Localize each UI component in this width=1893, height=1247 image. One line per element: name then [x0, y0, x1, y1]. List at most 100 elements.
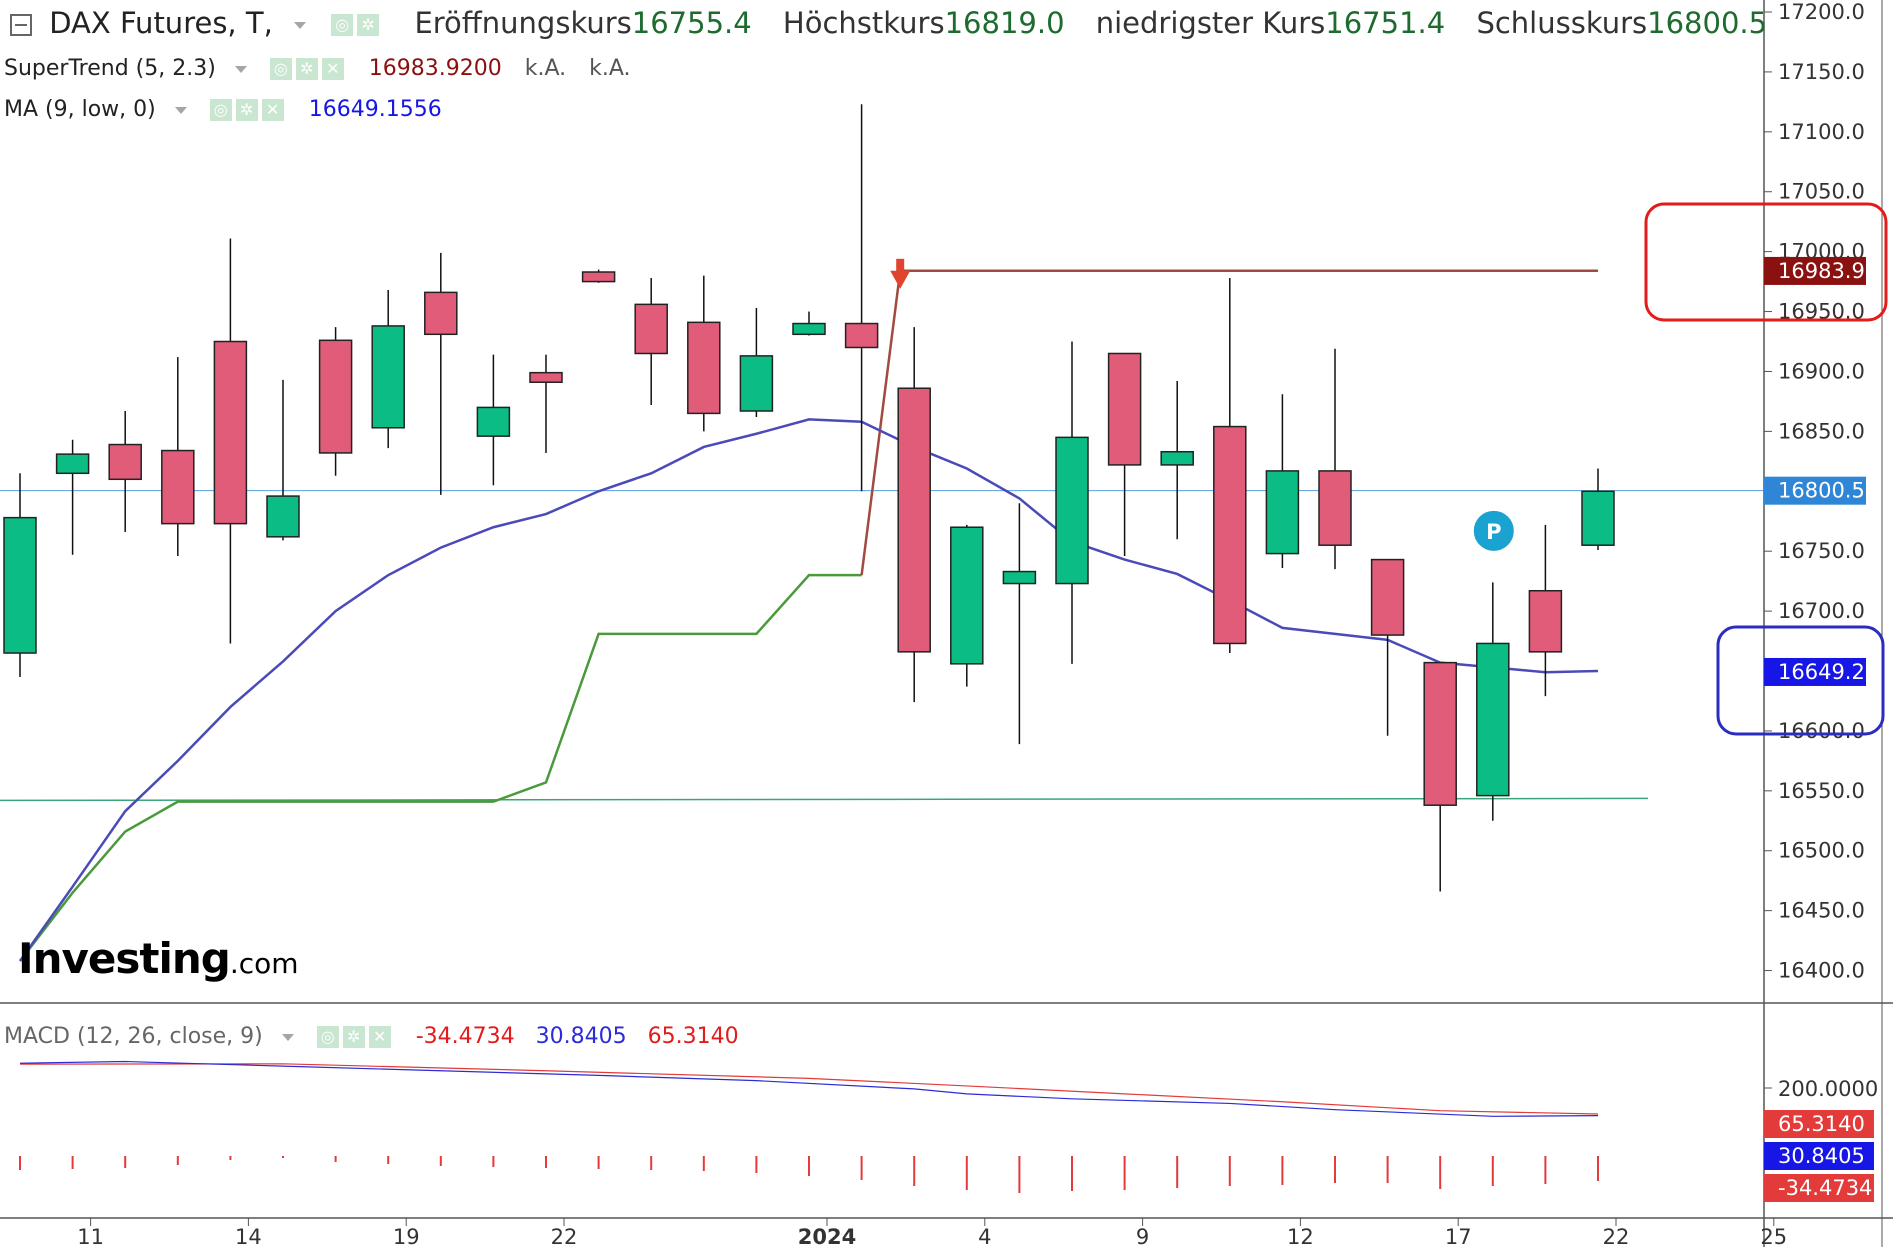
candle-bullish [1265, 470, 1300, 555]
price-tick-label: 16850.0 [1778, 419, 1865, 443]
candle-bearish [581, 271, 616, 283]
price-tag-label: 16649.2 [1778, 660, 1865, 684]
chevron-down-icon[interactable] [281, 1033, 294, 1041]
chevron-down-icon[interactable] [174, 106, 187, 114]
candle-bearish [1528, 589, 1563, 653]
date-tick-label: 12 [1287, 1225, 1314, 1247]
macd-tag-label: -34.4734 [1778, 1176, 1872, 1200]
ma-legend: MA (9, low, 0) ◎ ✲ ✕ 16649.1556 [4, 97, 442, 122]
candle-bearish [318, 339, 353, 454]
candle-bullish [55, 453, 90, 475]
candles [3, 104, 1615, 892]
close-label: Schlusskurs [1476, 6, 1648, 40]
price-tick-label: 16400.0 [1778, 959, 1865, 983]
gear-icon[interactable]: ✲ [295, 58, 318, 80]
open-value: 16755.4 [631, 6, 752, 40]
macd-line-value: 30.8405 [535, 1024, 627, 1049]
candle-bullish [739, 355, 774, 412]
price-tag-supertrend [1764, 256, 1866, 285]
supertrend-line [19, 269, 1598, 962]
reference-lines [0, 490, 1764, 802]
candle-bullish [950, 526, 984, 665]
eye-icon[interactable]: ◎ [269, 58, 292, 80]
candle-bearish [634, 303, 668, 355]
symbol-title: DAX Futures, T, [49, 6, 273, 40]
arrow-down-stem [896, 258, 905, 272]
macd-line [19, 1060, 1599, 1117]
macd-legend: MACD (12, 26, close, 9) ◎ ✲ ✕ -34.4734 30.… [4, 1024, 739, 1049]
candle-bearish [1423, 661, 1457, 806]
price-tick-label: 16500.0 [1778, 839, 1865, 863]
candle-bearish [687, 321, 721, 415]
date-tick-label: 19 [393, 1225, 420, 1247]
gear-icon[interactable]: ✲ [235, 99, 258, 121]
collapse-icon[interactable] [10, 14, 32, 36]
eye-icon[interactable]: ◎ [209, 99, 232, 121]
chevron-down-icon[interactable] [294, 21, 307, 29]
eye-icon[interactable]: ◎ [316, 1026, 339, 1048]
price-tag-label: 16983.9 [1778, 259, 1865, 283]
symbol-legend: DAX Futures, T, ◎ ✲ Eröffnungskurs16755.4… [10, 6, 1767, 40]
annotation-boxes [1644, 202, 1888, 736]
date-tick-label: 22 [1603, 1225, 1630, 1247]
gear-icon[interactable]: ✲ [357, 14, 380, 36]
eye-icon[interactable]: ◎ [331, 14, 354, 36]
date-tick-label: 14 [235, 1225, 262, 1247]
candle-bearish [529, 371, 563, 383]
highlight-box-red [1644, 202, 1888, 322]
candle-bullish [476, 406, 511, 437]
high-label: Höchstkurs [782, 6, 945, 40]
close-icon[interactable]: ✕ [261, 99, 284, 121]
price-tick-label: 16450.0 [1778, 899, 1865, 923]
chart-markers: P [890, 258, 1516, 553]
price-tick-label: 17100.0 [1778, 120, 1865, 144]
candle-bullish [1476, 642, 1510, 797]
highlight-box-blue [1716, 625, 1885, 736]
ma-label: MA (9, low, 0) [4, 97, 156, 122]
macd-axis-label: 200.0000 [1778, 1077, 1878, 1101]
macd-panel: 200.0000 65.3140 30.8405 -34.4734 [19, 1060, 1878, 1202]
date-tick-label: 9 [1136, 1225, 1149, 1247]
investing-logo: Investing.com [18, 934, 299, 983]
high-value: 16819.0 [944, 6, 1065, 40]
macd-signal-value: 65.3140 [647, 1024, 739, 1049]
price-tag-close [1764, 476, 1866, 505]
close-icon[interactable]: ✕ [321, 58, 344, 80]
date-axis: 11 14 19 22 2024 4 9 12 17 22 25 [77, 1218, 1787, 1247]
price-tick-label: 16750.0 [1778, 539, 1865, 563]
gear-icon[interactable]: ✲ [342, 1026, 365, 1048]
supertrend-value: 16983.9200 [368, 56, 502, 81]
horizontal-support-line [0, 797, 1649, 802]
low-value: 16751.4 [1325, 6, 1446, 40]
macd-tag-label: 30.8405 [1778, 1144, 1865, 1168]
candle-bearish [213, 340, 248, 525]
ma-value: 16649.1556 [308, 97, 442, 122]
candle-bearish [1370, 558, 1405, 636]
supertrend-flip-segment [860, 270, 902, 576]
price-tag-ma [1764, 657, 1866, 686]
supertrend-extra-2: k.A. [589, 56, 631, 81]
date-tick-label: 11 [77, 1225, 104, 1247]
ma-path [18, 418, 1599, 962]
supertrend-up-segment [19, 573, 862, 962]
macd-label: MACD (12, 26, close, 9) [4, 1024, 263, 1049]
date-tick-label: 25 [1760, 1225, 1787, 1247]
date-tick-label: 2024 [798, 1225, 856, 1247]
chevron-down-icon[interactable] [234, 65, 247, 73]
supertrend-label: SuperTrend (5, 2.3) [4, 56, 216, 81]
date-tick-label: 4 [978, 1225, 991, 1247]
candle-bearish [161, 449, 195, 525]
price-tick-label: 17050.0 [1778, 180, 1865, 204]
candle-bullish [1002, 570, 1037, 585]
candle-bullish [792, 322, 826, 336]
candle-bearish [108, 443, 142, 481]
candle-bearish [1213, 425, 1247, 645]
supertrend-extra-1: k.A. [524, 56, 567, 81]
macd-tag [1764, 1142, 1874, 1170]
low-label: niedrigster Kurs [1095, 6, 1326, 40]
candle-bullish [1055, 436, 1089, 585]
macd-signal-line [19, 1063, 1599, 1115]
close-icon[interactable]: ✕ [368, 1026, 391, 1048]
